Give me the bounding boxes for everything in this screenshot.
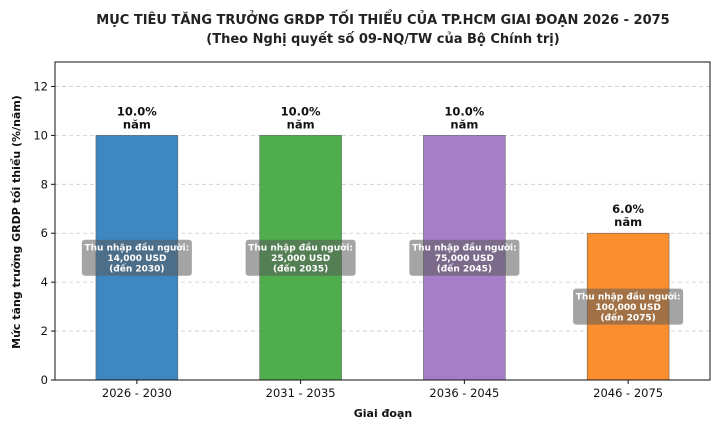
annotation-line: 100,000 USD xyxy=(595,303,660,313)
value-label: 6.0% năm xyxy=(612,202,644,229)
annotations: Thu nhập đầu người: 14,000 USD (đến 2030)T… xyxy=(81,239,684,325)
x-axis-label: Giai đoạn xyxy=(354,407,413,420)
annotation-box xyxy=(409,239,520,276)
value-label-line: 10.0% xyxy=(281,104,321,118)
value-label-line: năm xyxy=(287,117,315,131)
y-tick-label: 12 xyxy=(33,79,48,93)
y-tick-label: 6 xyxy=(41,226,48,240)
annotation-line: 75,000 USD xyxy=(435,254,494,264)
y-tick-label: 4 xyxy=(41,275,48,289)
annotation-box xyxy=(81,239,192,276)
annotation-line: Thu nhập đầu người: xyxy=(412,243,517,254)
value-label: 10.0% năm xyxy=(117,104,157,131)
x-tick-label: 2046 - 2075 xyxy=(593,386,663,400)
value-label-line: 10.0% xyxy=(117,104,157,118)
y-axis-label: Mức tăng trưởng GRDP tối thiểu (%/năm) xyxy=(10,95,23,349)
plot-frame xyxy=(54,61,711,381)
value-label-line: năm xyxy=(450,117,478,131)
value-label-line: năm xyxy=(614,215,642,229)
annotation-line: 14,000 USD xyxy=(107,254,166,264)
x-tick-label: 2026 - 2030 xyxy=(102,386,172,400)
annotation-line: (đến 2075) xyxy=(600,313,655,324)
annotation-line: Thu nhập đầu người: xyxy=(576,292,681,303)
y-tick-label: 8 xyxy=(41,177,48,191)
y-tick-label: 0 xyxy=(41,373,48,387)
annotation-text: Thu nhập đầu người: 100,000 USD (đến 2075) xyxy=(576,292,681,324)
annotation-line: Thu nhập đầu người: xyxy=(248,243,353,254)
x-tick-label: 2031 - 2035 xyxy=(266,386,336,400)
value-label-line: 6.0% xyxy=(612,202,644,216)
annotation-line: (đến 2030) xyxy=(109,264,164,275)
annotation-box xyxy=(245,239,356,276)
annotation-line: (đến 2045) xyxy=(437,264,492,275)
annotation-line: (đến 2035) xyxy=(273,264,328,275)
annotation-text: Thu nhập đầu người: 14,000 USD (đến 2030) xyxy=(85,243,190,275)
value-label-line: 10.0% xyxy=(444,104,484,118)
annotation-text: Thu nhập đầu người: 75,000 USD (đến 2045) xyxy=(412,243,517,275)
axes: 0 2 4 6 8 10 12 2026 - 2030 2031 - 2035 2036 - 20… xyxy=(33,61,711,400)
annotation-line: 25,000 USD xyxy=(271,254,330,264)
y-tick-label: 2 xyxy=(41,324,48,338)
value-label: 10.0% năm xyxy=(281,104,321,131)
value-label-line: năm xyxy=(123,117,151,131)
chart-title: MỤC TIÊU TĂNG TRƯỞNG GRDP TỐI THIỂU CỦA … xyxy=(96,10,669,28)
y-tick-label: 10 xyxy=(33,128,48,142)
value-label: 10.0% năm xyxy=(444,104,484,131)
chart-subtitle: (Theo Nghị quyết số 09-NQ/TW của Bộ Chín… xyxy=(206,32,559,47)
x-tick-label: 2036 - 2045 xyxy=(429,386,499,400)
annotation-box xyxy=(573,288,684,325)
annotation-line: Thu nhập đầu người: xyxy=(85,243,190,254)
annotation-text: Thu nhập đầu người: 25,000 USD (đến 2035) xyxy=(248,243,353,275)
